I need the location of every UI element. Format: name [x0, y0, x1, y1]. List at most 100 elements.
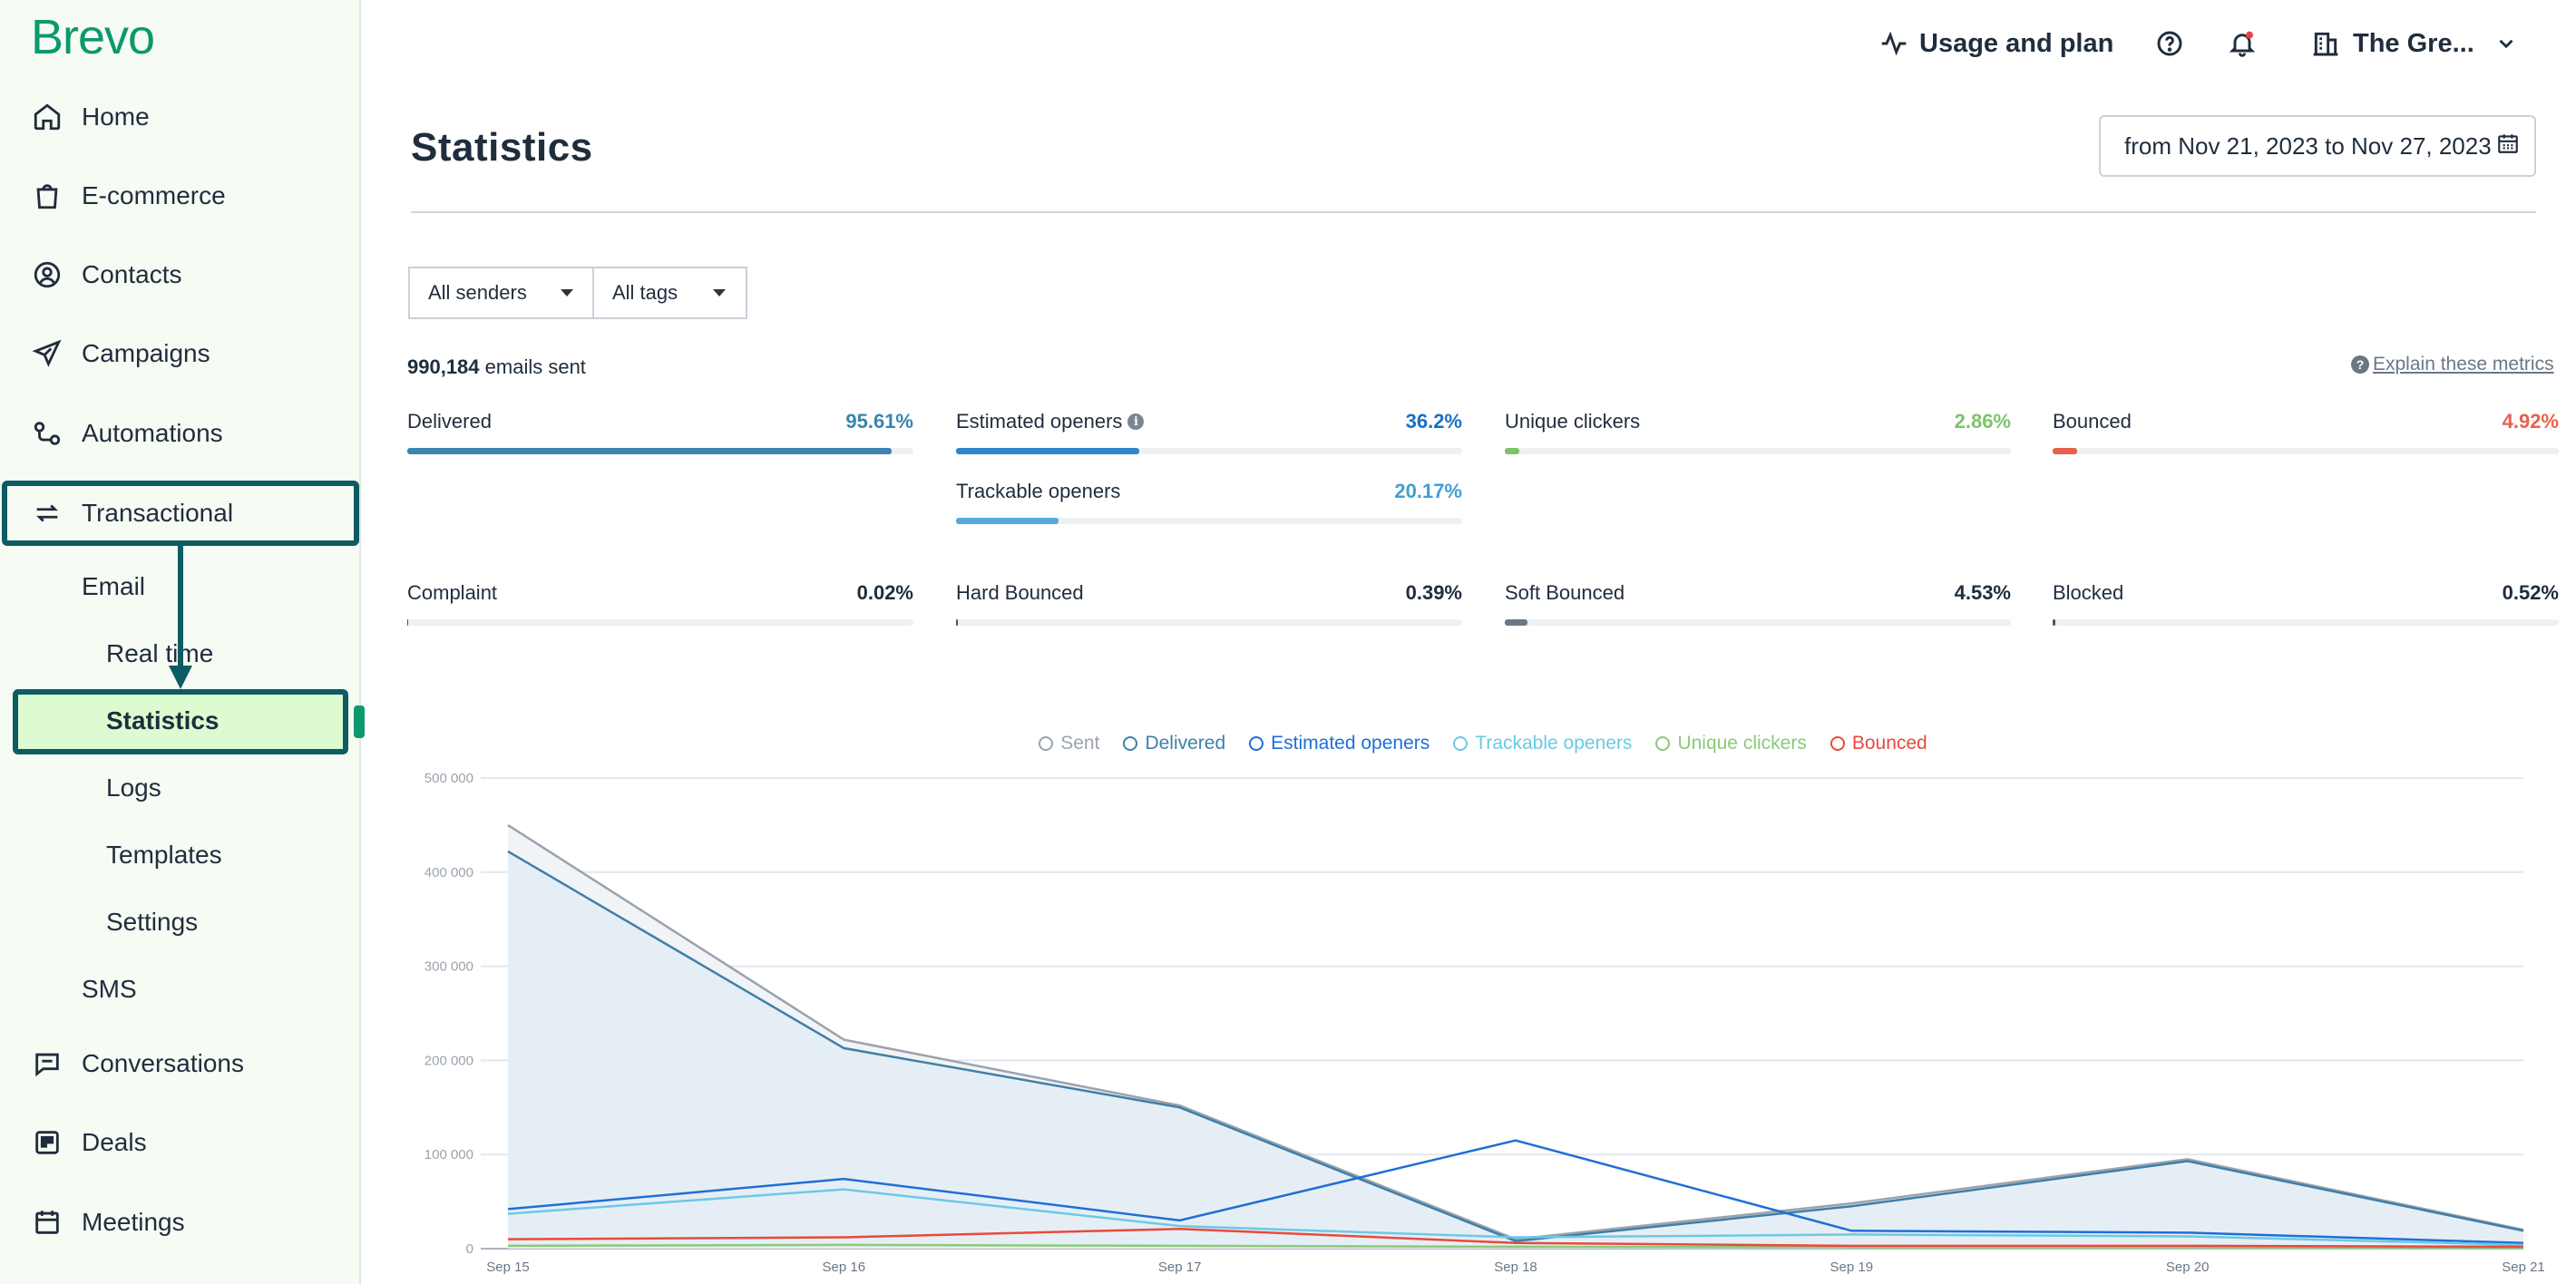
- metric-label: Soft Bounced: [1505, 581, 1625, 604]
- chart-legend: Sent Delivered Estimated openers Trackab…: [390, 733, 2576, 754]
- legend-item-estimated-openers[interactable]: Estimated openers: [1249, 733, 1429, 754]
- sidebar-subitem-settings[interactable]: Settings: [106, 908, 199, 936]
- metric-label: Unique clickers: [1505, 410, 1641, 433]
- conversations-icon: [31, 1047, 63, 1080]
- y-tick-label: 200 000: [424, 1053, 473, 1068]
- usage-and-plan-button[interactable]: Usage and plan: [1879, 22, 2113, 65]
- legend-item-delivered[interactable]: Delivered: [1123, 733, 1225, 754]
- date-range-value: from Nov 21, 2023 to Nov 27, 2023: [2124, 131, 2492, 160]
- series-line: [507, 850, 2524, 1242]
- caret-down-icon: [561, 289, 573, 297]
- metric-bar: [2053, 619, 2055, 626]
- sidebar-item-ecommerce[interactable]: E-commerce: [31, 169, 226, 223]
- sidebar-item-transactional[interactable]: Transactional: [31, 486, 233, 540]
- senders-filter-dropdown[interactable]: All senders: [408, 267, 595, 319]
- sidebar-subitem-logs[interactable]: Logs: [106, 773, 161, 802]
- notifications-button[interactable]: [2228, 22, 2257, 65]
- sidebar-item-meetings[interactable]: Meetings: [31, 1195, 185, 1250]
- account-name: The Gre...: [2353, 28, 2474, 58]
- sidebar-subitem-email[interactable]: Email: [82, 572, 146, 600]
- metric-bar: [407, 619, 409, 626]
- senders-filter-value: All senders: [428, 281, 527, 304]
- help-icon: ?: [2351, 355, 2369, 374]
- transactional-icon: [31, 497, 63, 530]
- legend-marker: [1249, 736, 1264, 751]
- legend-item-unique-clickers[interactable]: Unique clickers: [1655, 733, 1807, 754]
- legend-item-sent[interactable]: Sent: [1039, 733, 1099, 754]
- metric-value: 4.92%: [2502, 410, 2559, 433]
- metric-bar: [407, 448, 892, 454]
- help-icon: [2157, 31, 2182, 56]
- transactional-highlight: [2, 481, 359, 546]
- y-tick-label: 400 000: [424, 865, 473, 880]
- sidebar-subitem-real-time[interactable]: Real time: [106, 639, 214, 667]
- sidebar-item-conversations[interactable]: Conversations: [31, 1036, 244, 1091]
- legend-item-trackable-openers[interactable]: Trackable openers: [1453, 733, 1632, 754]
- sidebar-item-label: Deals: [82, 1128, 147, 1156]
- calendar-icon: [2491, 131, 2522, 162]
- x-tick-label: Sep 21: [2502, 1260, 2545, 1275]
- calendar-icon: [31, 1206, 63, 1239]
- home-icon: [31, 101, 63, 133]
- metric-label: Bounced: [2053, 410, 2132, 433]
- explain-metrics-link[interactable]: ? Explain these metrics: [2351, 354, 2554, 375]
- metric-label: Complaint: [407, 581, 498, 604]
- building-icon: [2313, 32, 2338, 56]
- series-line: [507, 823, 2524, 1240]
- bell-icon: [2229, 31, 2256, 57]
- legend-item-bounced[interactable]: Bounced: [1830, 733, 1927, 754]
- caret-down-icon: [713, 289, 726, 297]
- legend-label: Delivered: [1145, 733, 1226, 754]
- metric-bar: [956, 518, 1059, 524]
- y-tick-label: 0: [466, 1241, 473, 1257]
- sidebar-item-campaigns[interactable]: Campaigns: [31, 326, 210, 381]
- sidebar-item-contacts[interactable]: Contacts: [31, 248, 182, 302]
- activity-icon: [1881, 31, 1907, 56]
- legend-label: Trackable openers: [1475, 733, 1633, 754]
- metric-bar: [1505, 448, 1519, 454]
- sidebar-subitem-statistics[interactable]: Statistics: [106, 706, 220, 734]
- sidebar-item-deals[interactable]: Deals: [31, 1115, 147, 1170]
- tags-filter-dropdown[interactable]: All tags: [592, 267, 747, 319]
- info-icon[interactable]: i: [1127, 413, 1145, 430]
- date-range-picker[interactable]: from Nov 21, 2023 to Nov 27, 2023: [2099, 115, 2536, 177]
- sidebar-item-label: Campaigns: [82, 339, 210, 367]
- metric-label: Delivered: [407, 410, 492, 433]
- legend-marker: [1655, 736, 1671, 751]
- sidebar-item-label: Home: [82, 102, 150, 131]
- legend-label: Unique clickers: [1677, 733, 1807, 754]
- metric-track: [956, 448, 1462, 454]
- metric-track: [956, 518, 1462, 524]
- series-line: [507, 1188, 2524, 1247]
- series-line: [507, 1243, 2524, 1250]
- sidebar-item-home[interactable]: Home: [31, 90, 150, 144]
- legend-label: Sent: [1060, 733, 1100, 754]
- help-button[interactable]: [2155, 22, 2184, 65]
- explain-metrics-label: Explain these metrics: [2373, 354, 2554, 374]
- metric-track: [2053, 619, 2559, 626]
- metric-value: 4.53%: [1954, 581, 2011, 604]
- metric-track: [1505, 619, 2011, 626]
- metric-label: Blocked: [2053, 581, 2124, 604]
- emails-sent-summary: 990,184 emails sent: [407, 355, 586, 379]
- legend-marker: [1830, 736, 1845, 751]
- metric-value: 20.17%: [1394, 480, 1462, 502]
- sidebar-subitem-templates[interactable]: Templates: [106, 841, 222, 869]
- sidebar-item-automations[interactable]: Automations: [31, 406, 223, 461]
- automation-icon: [31, 417, 63, 450]
- account-switcher[interactable]: The Gre...: [2311, 22, 2518, 65]
- legend-marker: [1123, 736, 1138, 751]
- metric-value: 95.61%: [845, 410, 913, 433]
- sidebar-subitem-sms[interactable]: SMS: [82, 975, 137, 1003]
- contacts-icon: [31, 258, 63, 291]
- brevo-logo[interactable]: Brevo: [31, 10, 155, 64]
- metric-bar: [1505, 619, 1528, 626]
- series-line: [507, 1139, 2524, 1245]
- metric-label-wrap: Estimated openers i: [956, 410, 1145, 433]
- metric-value: 0.39%: [1405, 581, 1462, 604]
- y-tick-label: 300 000: [424, 959, 473, 975]
- metric-label: Estimated openers: [956, 410, 1123, 433]
- metric-label: Hard Bounced: [956, 581, 1084, 604]
- metric-track: [1505, 448, 2011, 454]
- x-tick-label: Sep 20: [2166, 1260, 2210, 1275]
